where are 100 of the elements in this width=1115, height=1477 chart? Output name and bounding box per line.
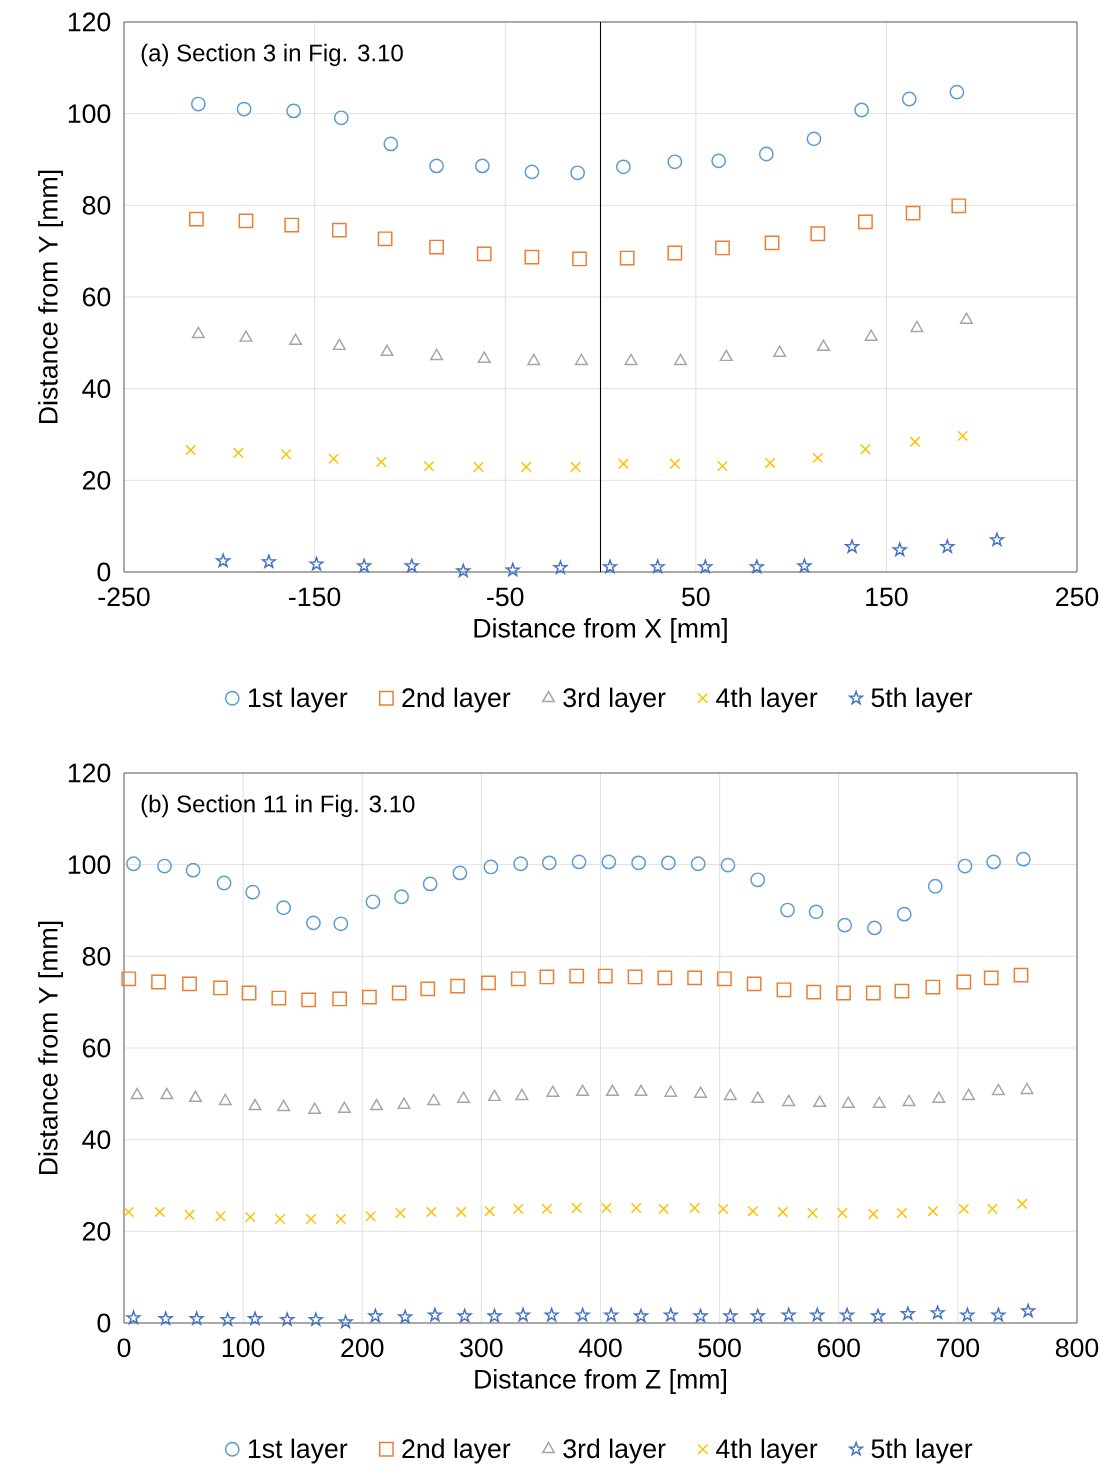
point	[286, 103, 302, 119]
point	[184, 1209, 195, 1221]
point	[477, 351, 491, 363]
point	[505, 562, 520, 577]
legend-label: 2nd layer	[402, 1438, 511, 1464]
x-tick-label: 150	[866, 587, 908, 607]
point	[630, 1202, 642, 1214]
point	[527, 353, 541, 366]
point	[121, 971, 137, 987]
point	[456, 1091, 471, 1103]
point	[797, 558, 812, 573]
point	[667, 154, 683, 170]
x-axis-title: Distance from Z [mm]	[475, 1369, 726, 1394]
point	[927, 1205, 939, 1217]
legend-label: 4th layer	[716, 687, 818, 713]
point	[806, 984, 822, 1000]
point	[836, 985, 851, 1001]
point	[604, 1307, 619, 1322]
point	[864, 329, 878, 341]
point	[746, 976, 762, 992]
point	[896, 906, 912, 922]
point	[631, 855, 647, 871]
point	[241, 985, 257, 1001]
point	[723, 1088, 737, 1101]
point	[569, 968, 585, 984]
point	[619, 250, 635, 266]
point	[429, 239, 444, 255]
point	[429, 158, 444, 174]
x-tick-label: 700	[936, 1338, 980, 1358]
point	[660, 855, 676, 871]
point	[423, 460, 435, 472]
point	[216, 553, 231, 568]
point	[836, 1207, 848, 1219]
point	[1016, 1198, 1028, 1210]
point	[425, 1206, 437, 1218]
point	[991, 1083, 1005, 1096]
point	[983, 970, 999, 986]
point	[667, 245, 683, 261]
point	[894, 983, 910, 999]
point	[601, 1202, 612, 1214]
point	[335, 1213, 347, 1225]
point	[368, 1308, 383, 1323]
point	[481, 975, 496, 991]
legend-label: 3rd layer	[563, 687, 666, 713]
point	[698, 559, 713, 574]
point	[837, 917, 853, 933]
point	[663, 1307, 678, 1322]
y-axis-title: Distance from Y [mm]	[38, 921, 63, 1174]
point	[455, 1206, 467, 1218]
point	[328, 453, 340, 465]
point	[1015, 851, 1031, 867]
point	[807, 1207, 818, 1219]
point	[158, 1311, 173, 1325]
point	[154, 1206, 166, 1218]
point	[182, 976, 197, 992]
point	[512, 1203, 524, 1215]
point	[151, 974, 166, 990]
x-tick-label: 0	[117, 1338, 131, 1358]
point	[476, 246, 492, 262]
point	[777, 1206, 789, 1218]
point	[634, 1084, 648, 1097]
point	[473, 461, 484, 473]
point	[126, 1310, 141, 1325]
point	[989, 532, 1005, 547]
point	[650, 559, 665, 574]
point	[420, 981, 436, 997]
point	[927, 878, 943, 894]
point	[576, 1084, 590, 1097]
point	[711, 153, 727, 169]
y-tick-label: 100	[68, 104, 111, 124]
point	[780, 902, 795, 918]
point	[244, 1211, 256, 1223]
point	[957, 858, 973, 874]
y-tick-label: 60	[82, 1038, 111, 1058]
point	[394, 1207, 406, 1219]
point	[215, 1210, 226, 1222]
point	[365, 1210, 377, 1222]
point	[664, 1085, 678, 1097]
point	[959, 312, 973, 324]
y-tick-label: 20	[82, 1221, 111, 1241]
point	[130, 1087, 144, 1100]
point	[773, 345, 787, 357]
point	[782, 1094, 796, 1107]
point	[190, 96, 206, 112]
point	[1013, 967, 1029, 983]
x-tick-label: 600	[817, 1338, 860, 1358]
point	[910, 320, 924, 333]
point	[541, 855, 557, 871]
point	[749, 559, 764, 574]
point	[513, 856, 529, 872]
x-tick-label: 250	[1056, 587, 1099, 607]
point	[236, 101, 252, 117]
point	[361, 989, 377, 1005]
legend-label: 3rd layer	[563, 1438, 666, 1464]
point	[854, 102, 870, 118]
point	[858, 214, 873, 230]
point	[308, 1102, 322, 1114]
legend-label: 1st layer	[248, 687, 348, 713]
point	[571, 1202, 583, 1214]
point	[812, 452, 824, 464]
